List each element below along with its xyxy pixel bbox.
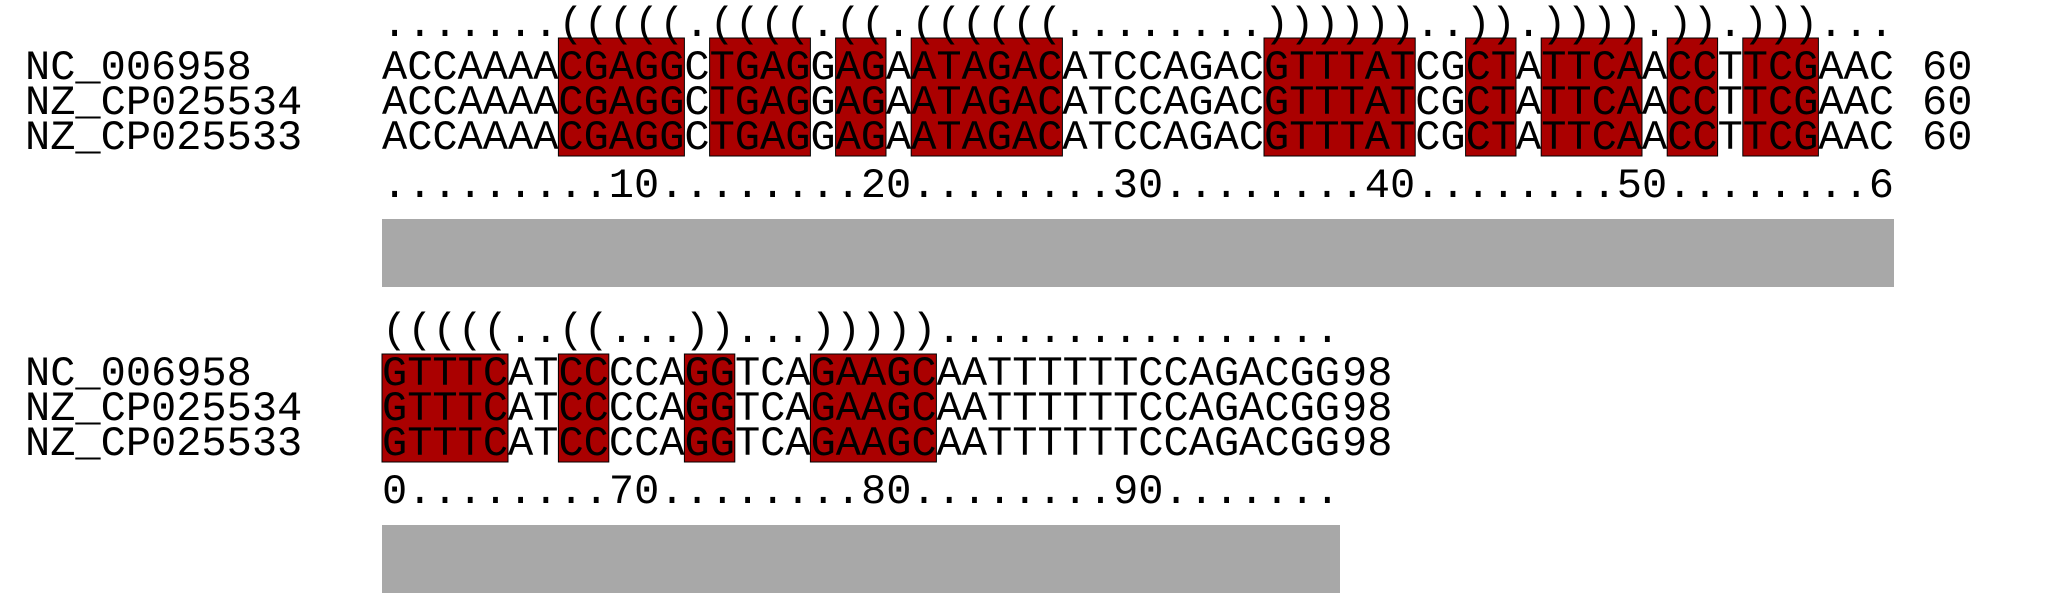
sequence-name: NC_006958 (25, 44, 252, 92)
sequence-end-position: 98 (1342, 350, 1392, 398)
secondary-structure: .......(((((.((((.((.((((((........)))))… (382, 1, 1894, 49)
sequence-end-position: 60 (1922, 114, 1972, 162)
position-ruler: 0........70........80........90....... (382, 468, 1340, 516)
base-pair-highlight (1263, 37, 1416, 157)
base-pair-highlight (1540, 37, 1643, 157)
base-pair-highlight (709, 37, 811, 157)
sequence-residues: GTTTCATCCCCAGGTCAGAAGCAATTTTTTCCAGACGG (382, 385, 1340, 433)
base-pair-highlight (910, 37, 1063, 157)
sequence-name: NZ_CP025534 (25, 79, 302, 127)
sequence-residues: ACCAAAACGAGGCTGAGGAGAATAGACATCCAGACGTTTA… (382, 79, 1894, 127)
base-pair-highlight (557, 353, 610, 463)
conservation-bar (382, 219, 1894, 287)
base-pair-highlight (557, 37, 685, 157)
conservation-bar (382, 525, 1340, 593)
paired-highlights (381, 353, 937, 463)
sequence-name: NZ_CP025534 (25, 385, 302, 433)
base-pair-highlight (683, 353, 736, 463)
sequence-end-position: 98 (1342, 385, 1392, 433)
secondary-structure: (((((..((...))...)))))................ (382, 307, 1340, 355)
base-pair-highlight (1465, 37, 1517, 157)
sequence-residues: ACCAAAACGAGGCTGAGGAGAATAGACATCCAGACGTTTA… (382, 114, 1894, 162)
paired-highlights (557, 37, 1819, 157)
sequence-residues: GTTTCATCCCCAGGTCAGAAGCAATTTTTTCCAGACGG (382, 420, 1340, 468)
position-ruler: .........10........20........30........4… (382, 162, 1894, 210)
alignment-block: .......(((((.((((.((.((((((........)))))… (25, 1, 1972, 287)
base-pair-highlight (381, 353, 509, 463)
base-pair-highlight (809, 353, 937, 463)
sequence-residues: ACCAAAACGAGGCTGAGGAGAATAGACATCCAGACGTTTA… (382, 44, 1894, 92)
alignment-block: (((((..((...))...)))))................ N… (25, 307, 1392, 593)
sequence-residues: GTTTCATCCCCAGGTCAGAAGCAATTTTTTCCAGACGG (382, 350, 1340, 398)
sequence-name: NZ_CP025533 (25, 114, 302, 162)
sequence-end-position: 60 (1922, 44, 1972, 92)
sequence-name: NZ_CP025533 (25, 420, 302, 468)
base-pair-highlight (835, 37, 887, 157)
sequence-end-position: 98 (1342, 420, 1392, 468)
sequence-name: NC_006958 (25, 350, 252, 398)
sequence-end-position: 60 (1922, 79, 1972, 127)
base-pair-highlight (1666, 37, 1719, 157)
base-pair-highlight (1742, 37, 1819, 157)
